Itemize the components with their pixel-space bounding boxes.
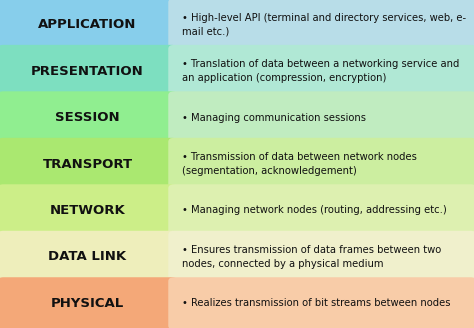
- FancyBboxPatch shape: [0, 184, 177, 237]
- FancyBboxPatch shape: [168, 277, 474, 328]
- Text: • High-level API (terminal and directory services, web, e-
mail etc.): • High-level API (terminal and directory…: [182, 13, 466, 36]
- Text: NETWORK: NETWORK: [50, 204, 125, 217]
- Text: DATA LINK: DATA LINK: [48, 251, 127, 263]
- Text: • Translation of data between a networking service and
an application (compressi: • Translation of data between a networki…: [182, 59, 460, 83]
- FancyBboxPatch shape: [168, 231, 474, 283]
- Text: TRANSPORT: TRANSPORT: [42, 157, 133, 171]
- FancyBboxPatch shape: [0, 45, 177, 97]
- FancyBboxPatch shape: [0, 138, 177, 190]
- Text: PRESENTATION: PRESENTATION: [31, 65, 144, 77]
- Text: • Ensures transmission of data frames between two
nodes, connected by a physical: • Ensures transmission of data frames be…: [182, 245, 442, 269]
- FancyBboxPatch shape: [0, 277, 177, 328]
- FancyBboxPatch shape: [168, 184, 474, 237]
- FancyBboxPatch shape: [168, 138, 474, 190]
- Text: • Managing communication sessions: • Managing communication sessions: [182, 113, 366, 123]
- Text: PHYSICAL: PHYSICAL: [51, 297, 124, 310]
- FancyBboxPatch shape: [0, 0, 177, 51]
- FancyBboxPatch shape: [0, 231, 177, 283]
- Text: APPLICATION: APPLICATION: [38, 18, 137, 31]
- FancyBboxPatch shape: [168, 0, 474, 51]
- Text: SESSION: SESSION: [55, 111, 120, 124]
- FancyBboxPatch shape: [0, 91, 177, 144]
- FancyBboxPatch shape: [168, 91, 474, 144]
- Text: • Managing network nodes (routing, addressing etc.): • Managing network nodes (routing, addre…: [182, 205, 447, 215]
- FancyBboxPatch shape: [168, 45, 474, 97]
- Text: • Realizes transmission of bit streams between nodes: • Realizes transmission of bit streams b…: [182, 298, 451, 308]
- Text: • Transmission of data between network nodes
(segmentation, acknowledgement): • Transmission of data between network n…: [182, 153, 418, 175]
